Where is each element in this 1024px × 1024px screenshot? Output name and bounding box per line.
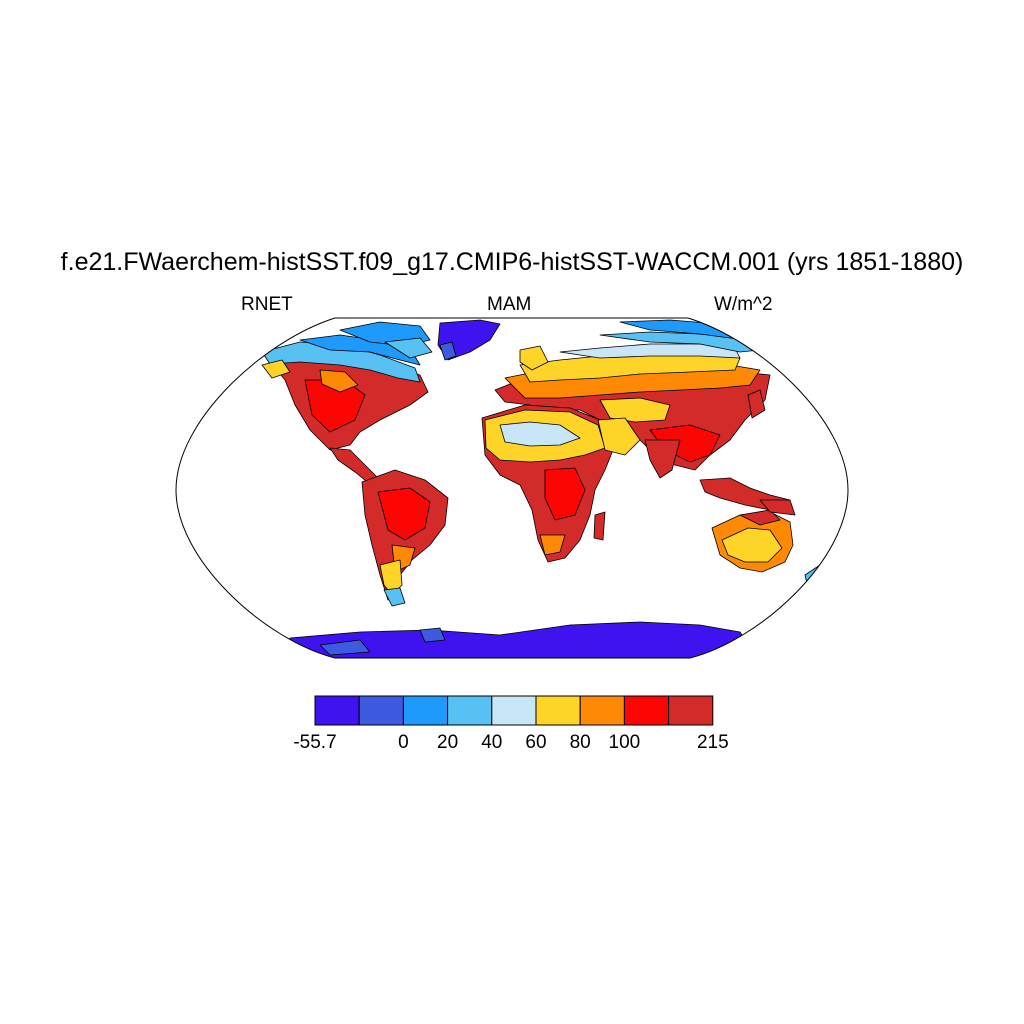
antarctica xyxy=(289,621,761,658)
map-border xyxy=(175,317,849,659)
variable-label: RNET xyxy=(241,294,293,315)
colorbar-label: 20 xyxy=(437,732,459,753)
colorbar-box xyxy=(491,695,537,726)
colorbar-label: 100 xyxy=(608,732,641,753)
australia xyxy=(711,499,823,589)
south-america xyxy=(361,469,449,607)
north-america xyxy=(261,321,433,487)
colorbar-box xyxy=(623,695,670,726)
colorbar xyxy=(314,695,714,726)
colorbar-box xyxy=(402,695,449,726)
colorbar-box xyxy=(579,695,625,726)
plot-title: f.e21.FWaerchem-histSST.f09_g17.CMIP6-hi… xyxy=(60,248,964,276)
africa xyxy=(481,404,641,563)
season-label: MAM xyxy=(487,294,532,315)
colorbar-label: 0 xyxy=(398,732,409,753)
colorbar-label: 60 xyxy=(525,732,547,753)
colorbar-box xyxy=(535,695,581,726)
colorbar-label: 80 xyxy=(569,732,591,753)
units-label: W/m^2 xyxy=(714,294,773,315)
colorbar-label: -55.7 xyxy=(293,732,337,753)
colorbar-box xyxy=(447,695,493,726)
colorbar-box xyxy=(358,695,404,726)
colorbar-label: 40 xyxy=(481,732,503,753)
colorbar-box xyxy=(314,695,360,726)
colorbar-label: 215 xyxy=(696,732,729,753)
colorbar-box xyxy=(668,695,714,726)
